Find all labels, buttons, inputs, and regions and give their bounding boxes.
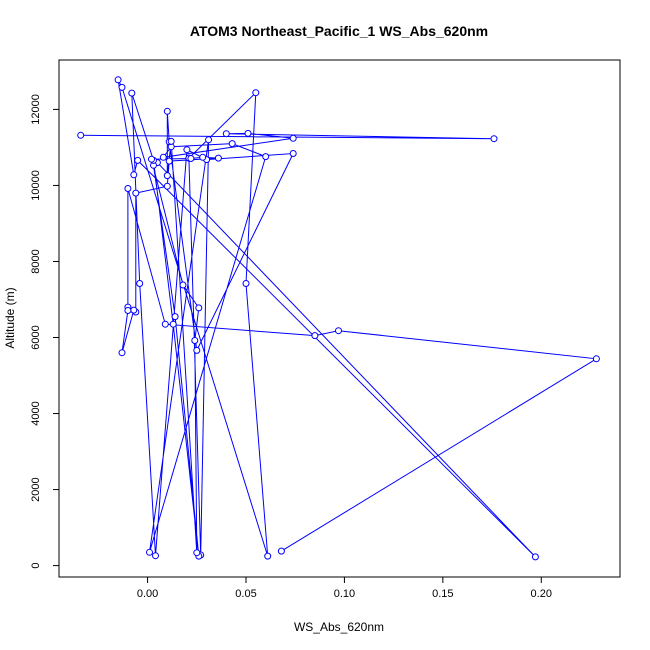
data-point: [531, 553, 539, 561]
series-group: [77, 76, 600, 561]
data-point: [161, 320, 169, 328]
x-axis: 0.00 0.05 0.10 0.15 0.20: [137, 577, 552, 600]
data-point: [159, 153, 167, 161]
x-tick-label: 0.15: [432, 588, 453, 600]
data-point: [193, 549, 201, 557]
data-point: [244, 129, 252, 137]
data-point: [335, 327, 342, 335]
data-point: [169, 320, 177, 328]
data-point: [171, 313, 179, 321]
data-point: [132, 189, 140, 197]
y-tick-label: 4000: [30, 401, 42, 425]
data-point: [277, 547, 285, 555]
data-point: [187, 155, 195, 162]
data-point: [124, 185, 132, 192]
data-point: [163, 107, 171, 115]
data-point: [148, 155, 155, 163]
data-point: [195, 304, 203, 312]
data-point: [228, 140, 236, 148]
x-tick-label: 0.00: [137, 588, 158, 600]
data-point: [252, 89, 260, 97]
data-point: [490, 135, 498, 143]
series-line: [80, 79, 598, 558]
data-point: [222, 130, 230, 138]
data-point: [262, 153, 270, 161]
y-tick-label: 8000: [30, 249, 42, 273]
data-point: [193, 346, 201, 354]
x-tick-label: 0.20: [531, 588, 552, 600]
data-point: [289, 134, 297, 142]
y-tick-label: 0: [30, 563, 42, 569]
data-point: [128, 89, 136, 97]
data-point: [183, 146, 191, 154]
data-point: [289, 150, 297, 157]
data-point: [134, 156, 142, 164]
data-point: [152, 552, 159, 560]
data-point: [118, 349, 126, 357]
data-point: [124, 307, 132, 314]
data-point: [592, 355, 600, 363]
data-point: [130, 171, 138, 179]
data-point: [191, 337, 199, 344]
data-point: [163, 182, 171, 190]
x-axis-label: WS_Abs_620nm: [294, 620, 384, 634]
y-tick-label: 2000: [30, 477, 42, 501]
data-point: [167, 137, 175, 145]
x-tick-label: 0.05: [235, 588, 256, 600]
data-point: [163, 172, 171, 180]
y-tick-label: 12000: [30, 94, 42, 125]
data-point: [77, 131, 85, 139]
data-point: [165, 157, 173, 165]
data-point: [179, 281, 187, 289]
data-point: [311, 332, 319, 340]
data-point: [114, 76, 122, 84]
x-tick-label: 0.10: [334, 588, 355, 600]
data-point: [205, 136, 213, 144]
data-point: [214, 154, 222, 162]
chart-title: ATOM3 Northeast_Pacific_1 WS_Abs_620nm: [190, 23, 488, 39]
data-point: [130, 306, 138, 314]
data-point: [264, 552, 272, 560]
data-point: [146, 548, 153, 556]
data-point: [136, 280, 144, 287]
y-tick-label: 10000: [30, 170, 42, 201]
y-tick-label: 6000: [30, 325, 42, 349]
plot-frame: [58, 59, 621, 578]
y-axis: 0 2000 4000 6000 8000 10000 12000: [30, 94, 59, 569]
data-point: [242, 280, 250, 287]
data-point: [118, 83, 126, 91]
y-axis-label: Altitude (m): [3, 287, 17, 348]
data-point: [199, 153, 207, 161]
